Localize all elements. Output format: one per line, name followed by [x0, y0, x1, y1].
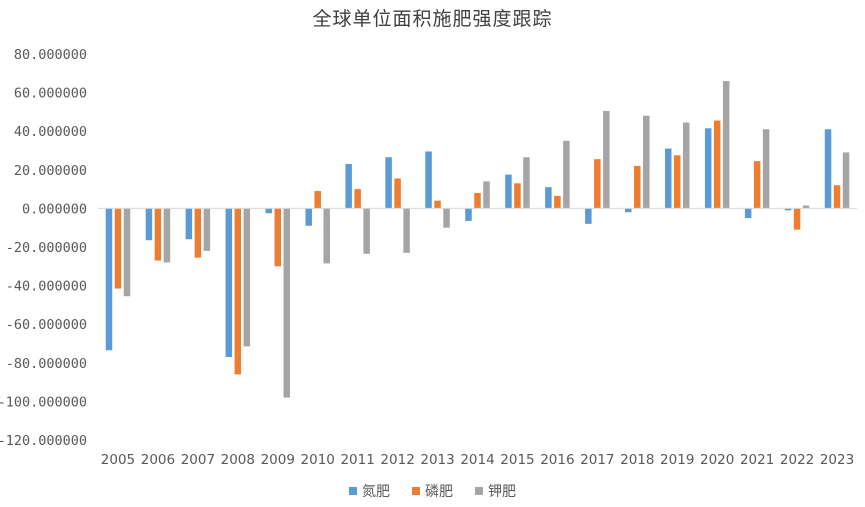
legend-label-nitrogen: 氮肥 [362, 484, 390, 500]
x-tick-label: 2014 [460, 452, 494, 468]
legend: 氮肥 磷肥 钾肥 [0, 481, 865, 501]
bar-钾肥-2022 [802, 205, 810, 209]
bar-氮肥-2020 [704, 128, 712, 209]
x-tick-label: 2019 [660, 452, 694, 468]
bar-磷肥-2023 [833, 185, 841, 209]
bar-钾肥-2010 [323, 208, 330, 264]
x-tick-label: 2021 [740, 452, 774, 468]
bar-磷肥-2007 [194, 208, 202, 258]
bar-磷肥-2005 [114, 208, 122, 289]
x-tick-label: 2009 [261, 452, 295, 468]
x-tick-label: 2022 [780, 452, 814, 468]
bar-钾肥-2021 [762, 129, 770, 209]
bar-磷肥-2008 [234, 208, 242, 375]
bar-磷肥-2011 [354, 189, 361, 209]
y-tick-label: 0.000000 [22, 201, 87, 217]
legend-swatch-potash [475, 487, 483, 495]
y-tick-label: -100.000000 [0, 394, 87, 410]
legend-label-potash: 钾肥 [488, 484, 516, 500]
bar-氮肥-2012 [385, 157, 392, 209]
bar-钾肥-2019 [682, 122, 690, 209]
bar-氮肥-2007 [185, 208, 193, 240]
bar-钾肥-2016 [563, 140, 570, 209]
x-tick-label: 2006 [141, 452, 175, 468]
bar-氮肥-2006 [145, 208, 153, 241]
bar-氮肥-2008 [225, 208, 233, 358]
bar-钾肥-2011 [363, 208, 370, 254]
bar-磷肥-2022 [793, 208, 801, 230]
bar-氮肥-2023 [824, 129, 832, 209]
x-tick-label: 2023 [820, 452, 854, 468]
bar-磷肥-2018 [634, 165, 641, 209]
bar-磷肥-2014 [474, 192, 481, 209]
bar-磷肥-2016 [554, 195, 561, 209]
legend-item-potash: 钾肥 [475, 481, 516, 501]
bar-磷肥-2019 [673, 155, 681, 209]
x-tick-label: 2005 [101, 452, 135, 468]
y-tick-label: -60.000000 [6, 317, 87, 333]
legend-swatch-phosphate [412, 487, 420, 495]
bar-磷肥-2006 [154, 208, 162, 261]
bar-钾肥-2013 [443, 208, 450, 228]
legend-item-phosphate: 磷肥 [412, 481, 453, 501]
bar-磷肥-2012 [394, 178, 401, 209]
bar-chart: 80.000000 60.000000 40.000000 20.000000 0.00… [0, 47, 857, 468]
x-tick-label: 2020 [700, 452, 734, 468]
bar-氮肥-2021 [744, 208, 752, 219]
bar-氮肥-2009 [265, 208, 273, 214]
bar-钾肥-2017 [603, 110, 610, 209]
x-tick-label: 2013 [420, 452, 454, 468]
bar-钾肥-2012 [403, 208, 410, 253]
y-tick-label: -80.000000 [6, 356, 87, 372]
bar-磷肥-2021 [753, 161, 761, 209]
bar-氮肥-2022 [784, 208, 792, 211]
bar-钾肥-2014 [483, 181, 490, 209]
bar-磷肥-2009 [274, 208, 282, 267]
y-tick-label: 80.000000 [14, 47, 87, 63]
bar-氮肥-2015 [505, 174, 512, 209]
x-tick-label: 2016 [540, 452, 574, 468]
bar-磷肥-2013 [434, 200, 441, 209]
bar-磷肥-2020 [713, 120, 721, 209]
x-tick-label: 2017 [580, 452, 614, 468]
bar-钾肥-2006 [163, 208, 171, 263]
bar-钾肥-2020 [722, 81, 730, 209]
x-tick-label: 2011 [340, 452, 374, 468]
bar-钾肥-2015 [523, 157, 530, 209]
y-tick-label: 20.000000 [14, 163, 87, 179]
bar-钾肥-2023 [842, 152, 850, 209]
bar-钾肥-2009 [283, 208, 291, 398]
bar-氮肥-2019 [664, 148, 672, 209]
chart-title: 全球单位面积施肥强度跟踪 [312, 8, 553, 30]
bar-氮肥-2011 [345, 164, 352, 209]
bar-钾肥-2018 [643, 115, 650, 209]
legend-label-phosphate: 磷肥 [425, 484, 453, 500]
x-tick-label: 2015 [500, 452, 534, 468]
x-tick-label: 2007 [181, 452, 215, 468]
bar-磷肥-2015 [514, 183, 521, 209]
bar-氮肥-2005 [105, 208, 113, 351]
y-tick-label: 40.000000 [14, 124, 87, 140]
y-tick-label: 60.000000 [14, 86, 87, 102]
bar-氮肥-2014 [465, 208, 472, 221]
bar-氮肥-2013 [425, 151, 432, 209]
x-tick-label: 2018 [620, 452, 654, 468]
bar-氮肥-2017 [585, 208, 592, 224]
bar-钾肥-2005 [123, 208, 131, 297]
x-tick-label: 2008 [221, 452, 255, 468]
bar-氮肥-2010 [305, 208, 312, 226]
bar-氮肥-2018 [625, 208, 632, 213]
y-tick-label: -120.000000 [0, 433, 87, 449]
x-tick-label: 2012 [380, 452, 414, 468]
legend-item-nitrogen: 氮肥 [349, 481, 390, 501]
bar-磷肥-2017 [594, 159, 601, 209]
legend-swatch-nitrogen [349, 487, 357, 495]
bar-钾肥-2008 [243, 208, 251, 347]
y-tick-label: -40.000000 [6, 279, 87, 295]
bar-氮肥-2016 [545, 187, 552, 209]
x-tick-label: 2010 [301, 452, 335, 468]
y-tick-label: -20.000000 [6, 240, 87, 256]
bar-磷肥-2010 [314, 191, 321, 209]
bar-钾肥-2007 [203, 208, 211, 251]
